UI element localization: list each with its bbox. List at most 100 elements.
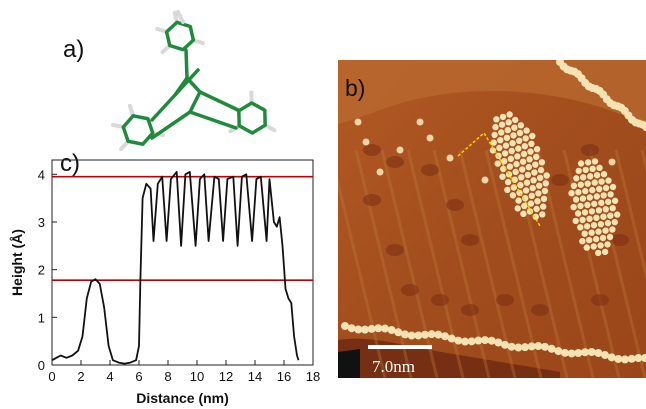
substrate-pit bbox=[386, 244, 404, 256]
substrate-stripe bbox=[614, 149, 646, 281]
edge-molecule bbox=[547, 344, 556, 353]
island-molecule bbox=[504, 126, 511, 134]
island-molecule bbox=[593, 193, 600, 200]
chart-y-axis-label: Height (Å) bbox=[9, 229, 25, 296]
substrate-pit bbox=[461, 304, 479, 316]
island-molecule bbox=[508, 147, 515, 155]
island-molecule bbox=[515, 197, 522, 204]
carbon-bond bbox=[173, 68, 200, 97]
y-tick-label: 1 bbox=[38, 310, 45, 325]
island-molecule bbox=[586, 194, 593, 201]
carbon-bond bbox=[184, 48, 189, 80]
island-molecule bbox=[590, 243, 597, 250]
island-molecule bbox=[595, 207, 603, 214]
island-molecule bbox=[602, 184, 610, 192]
island-molecule bbox=[600, 192, 607, 199]
island-molecule bbox=[509, 192, 517, 199]
island-molecule bbox=[579, 216, 586, 224]
island-molecule bbox=[605, 177, 612, 184]
edge-molecule bbox=[401, 330, 409, 339]
island-molecule bbox=[596, 185, 603, 193]
island-molecule bbox=[492, 123, 499, 131]
edge-molecule bbox=[581, 348, 589, 357]
edge-molecule bbox=[634, 354, 643, 363]
stm-step-edge-molecules bbox=[341, 60, 646, 364]
edge-molecule bbox=[607, 353, 616, 362]
island-molecule bbox=[529, 132, 536, 140]
island-molecule bbox=[591, 179, 598, 186]
island-molecule bbox=[497, 137, 504, 144]
island-molecule bbox=[526, 208, 534, 215]
island-molecule bbox=[530, 177, 537, 184]
x-tick-label: 6 bbox=[135, 369, 142, 384]
scale-bar-label: 7.0nm bbox=[372, 357, 415, 376]
panel-label-b: b) bbox=[345, 75, 365, 101]
island-molecule bbox=[505, 119, 512, 126]
island-molecule bbox=[577, 224, 584, 231]
substrate-pit bbox=[551, 174, 569, 186]
island-molecule bbox=[533, 205, 540, 213]
edge-molecule bbox=[341, 322, 349, 330]
island-molecule bbox=[490, 139, 497, 146]
edge-molecule bbox=[447, 334, 456, 343]
island-molecule bbox=[604, 219, 612, 227]
edge-molecule bbox=[601, 351, 609, 360]
edge-molecule bbox=[427, 330, 436, 339]
island-molecule bbox=[523, 179, 531, 186]
island-molecule bbox=[581, 230, 588, 237]
island-molecule bbox=[593, 172, 601, 179]
island-molecule bbox=[519, 166, 526, 173]
isolated-molecule bbox=[354, 118, 362, 126]
island-molecule bbox=[518, 174, 525, 181]
carbon-bond bbox=[198, 90, 240, 112]
triptycene-molecule-drawing bbox=[111, 10, 277, 152]
island-molecule bbox=[512, 168, 519, 176]
isolated-molecule bbox=[376, 168, 384, 176]
island-molecule bbox=[489, 147, 497, 154]
benzene-ring bbox=[121, 114, 155, 146]
island-molecule bbox=[539, 211, 546, 218]
island-molecule bbox=[517, 181, 524, 189]
island-molecule bbox=[595, 228, 602, 235]
substrate-stripe bbox=[380, 149, 439, 378]
x-tick-label: 2 bbox=[77, 369, 84, 384]
island-molecule bbox=[607, 212, 614, 219]
island-molecule bbox=[590, 222, 598, 229]
edge-molecule bbox=[507, 342, 516, 351]
island-molecule bbox=[532, 161, 539, 168]
substrate-pit bbox=[363, 194, 381, 206]
island-molecule bbox=[602, 227, 609, 234]
island-molecule bbox=[543, 172, 550, 179]
island-molecule bbox=[521, 143, 528, 150]
x-tick-label: 14 bbox=[248, 369, 262, 384]
island-molecule bbox=[574, 210, 582, 217]
island-molecule bbox=[579, 238, 586, 245]
island-molecule bbox=[581, 209, 589, 216]
substrate-stripe bbox=[354, 149, 413, 378]
substrate-stripe bbox=[338, 176, 387, 378]
island-molecule bbox=[502, 142, 510, 149]
island-molecule bbox=[536, 182, 543, 189]
island-molecule bbox=[527, 200, 535, 207]
island-molecule bbox=[537, 166, 545, 174]
stm-dark-corner bbox=[338, 349, 360, 378]
island-molecule bbox=[604, 241, 611, 248]
substrate-pit bbox=[461, 234, 479, 246]
island-molecule bbox=[500, 165, 507, 173]
edge-molecule bbox=[527, 342, 536, 351]
island-molecule bbox=[509, 140, 516, 147]
isolated-molecule bbox=[608, 158, 616, 166]
substrate-stripe bbox=[458, 149, 517, 378]
island-molecule bbox=[579, 195, 587, 202]
y-tick-label: 2 bbox=[38, 263, 45, 278]
stm-molecular-island-2 bbox=[568, 158, 621, 257]
edge-molecule bbox=[494, 338, 503, 347]
island-molecule bbox=[513, 160, 520, 168]
island-molecule bbox=[606, 233, 614, 241]
island-molecule bbox=[526, 156, 533, 163]
island-molecule bbox=[540, 203, 547, 210]
edge-molecule bbox=[394, 328, 403, 337]
panel-label-a: a) bbox=[63, 36, 85, 63]
island-molecule bbox=[516, 137, 523, 144]
island-molecule bbox=[491, 131, 498, 139]
